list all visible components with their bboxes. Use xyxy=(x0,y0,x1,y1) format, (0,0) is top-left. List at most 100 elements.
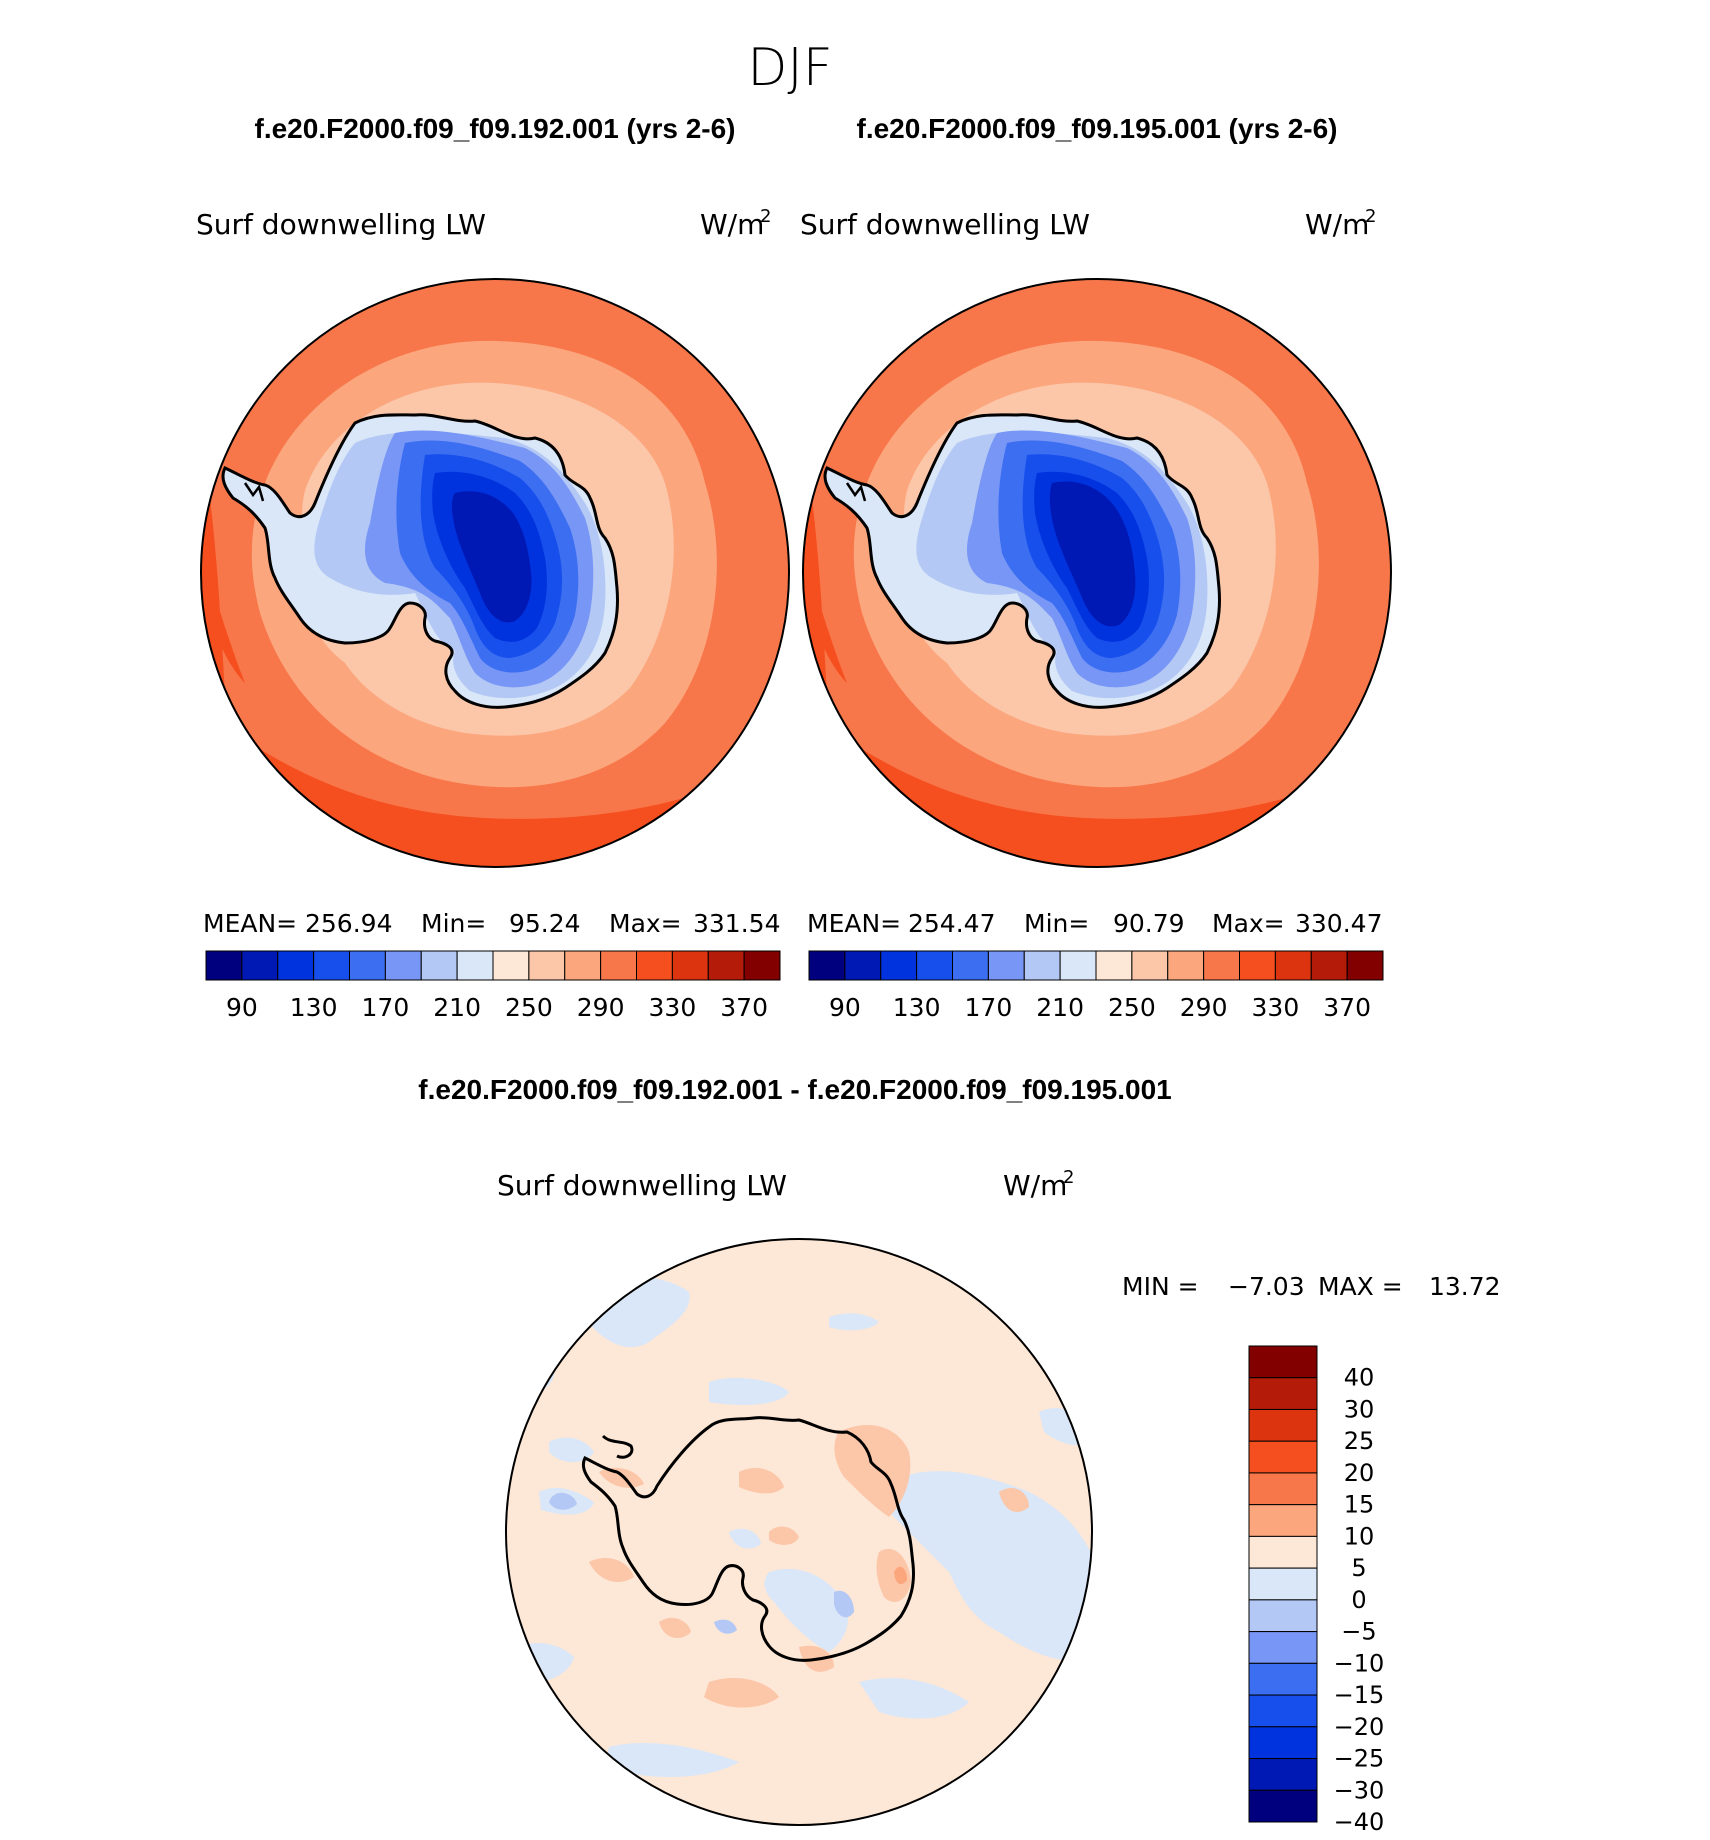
colorbar-swatch xyxy=(1248,1472,1318,1506)
left-units-base: W/m xyxy=(700,208,764,241)
diff-neg-patch xyxy=(604,1742,739,1778)
colorbar-swatch xyxy=(1310,950,1348,981)
right-min-value: 90.79 xyxy=(1113,909,1185,938)
diff-min-value: −7.03 xyxy=(1228,1272,1305,1301)
diff-map-border xyxy=(505,1238,1093,1826)
colorbar-tick-label: 90 xyxy=(226,993,258,1022)
colorbar-swatch xyxy=(1248,1726,1318,1760)
colorbar-swatch xyxy=(671,950,709,981)
colorbar-tick-label: 10 xyxy=(1344,1522,1375,1550)
right-band-warm-west xyxy=(803,413,847,693)
colorbar-swatch xyxy=(1095,950,1133,981)
colorbar-swatch xyxy=(313,950,350,981)
colorbar-swatch xyxy=(880,950,918,981)
colorbar-swatch xyxy=(349,950,386,981)
right-min-label: Min= xyxy=(1024,909,1089,938)
colorbar-tick-label: −20 xyxy=(1334,1713,1385,1741)
colorbar-tick-label: 290 xyxy=(1180,993,1228,1022)
right-mean-label: MEAN= xyxy=(807,909,901,938)
colorbar-swatch xyxy=(952,950,989,981)
left-map xyxy=(201,279,789,867)
colorbar-tick-label: −5 xyxy=(1341,1618,1376,1646)
colorbar-swatch xyxy=(1248,1345,1318,1379)
diff-pos-patch xyxy=(834,1424,911,1517)
diff-variable-label: Surf downwelling LW xyxy=(497,1169,787,1202)
colorbar-tick-label: 5 xyxy=(1351,1554,1366,1582)
diff-pos-patch xyxy=(659,1617,691,1638)
colorbar-tick-label: 290 xyxy=(577,993,625,1022)
right-map-border xyxy=(802,278,1392,868)
colorbar-swatch xyxy=(1023,950,1061,981)
diff-pos-patch xyxy=(589,1557,634,1582)
right-colorbar: 90 130 170 210 250 290 330 370 xyxy=(808,950,1384,1022)
diff-map xyxy=(463,1239,1092,1825)
left-peninsula-islands xyxy=(243,482,265,502)
diff-case-title: f.e20.F2000.f09_f09.192.001 - f.e20.F200… xyxy=(418,1074,1171,1105)
colorbar-swatch xyxy=(528,950,566,981)
colorbar-tick-label: 25 xyxy=(1344,1427,1375,1455)
colorbar-swatch xyxy=(1248,1599,1318,1633)
colorbar-swatch xyxy=(600,950,637,981)
diff-island xyxy=(463,1472,467,1477)
diff-min-label: MIN = xyxy=(1122,1272,1199,1301)
colorbar-swatch xyxy=(707,950,745,981)
colorbar-swatch xyxy=(743,950,781,981)
colorbar-swatch xyxy=(844,950,882,981)
colorbar-tick-label: 30 xyxy=(1344,1395,1375,1423)
right-variable-label: Surf downwelling LW xyxy=(800,208,1090,241)
right-stats: MEAN= 254.47 Min= 90.79 Max= 330.47 xyxy=(807,909,1382,938)
colorbar-tick-label: 170 xyxy=(362,993,410,1022)
colorbar-swatch xyxy=(1239,950,1276,981)
diff-pos10-patch xyxy=(894,1566,907,1585)
right-peninsula-islands xyxy=(845,482,867,502)
colorbar-swatch xyxy=(384,950,422,981)
left-map-border xyxy=(200,278,790,868)
diff-neg-patch xyxy=(829,1313,879,1331)
diff-pos-patch xyxy=(769,1526,799,1545)
left-units-label: W/m 2 xyxy=(700,206,771,241)
right-units-base: W/m xyxy=(1305,208,1369,241)
right-level-110 xyxy=(1049,481,1136,627)
diff-neg-patch xyxy=(709,1377,789,1405)
diff-neg-patch xyxy=(889,1471,1092,1661)
right-map xyxy=(803,279,1391,867)
right-max-value: 330.47 xyxy=(1295,909,1382,938)
colorbar-swatch xyxy=(241,950,279,981)
colorbar-tick-label: 40 xyxy=(1344,1364,1375,1392)
colorbar-swatch xyxy=(1248,1662,1318,1696)
colorbar-swatch xyxy=(564,950,602,981)
left-band-warm-west xyxy=(201,413,245,693)
diff-minmax: MIN = −7.03 MAX = 13.72 xyxy=(1122,1272,1501,1301)
diff-units-base: W/m xyxy=(1003,1169,1067,1202)
colorbar-swatch xyxy=(1131,950,1169,981)
right-case-title: f.e20.F2000.f09_f09.195.001 (yrs 2-6) xyxy=(857,113,1338,144)
right-units-label: W/m 2 xyxy=(1305,206,1376,241)
left-variable-label: Surf downwelling LW xyxy=(196,208,486,241)
colorbar-tick-label: 170 xyxy=(965,993,1013,1022)
diff-pos-patch xyxy=(599,1467,644,1488)
colorbar-swatch xyxy=(916,950,953,981)
left-case-title: f.e20.F2000.f09_f09.192.001 (yrs 2-6) xyxy=(255,113,736,144)
colorbar-swatch xyxy=(1248,1567,1318,1601)
colorbar-tick-label: 210 xyxy=(1036,993,1084,1022)
colorbar-swatch xyxy=(1248,1504,1318,1537)
left-mean-value: 256.94 xyxy=(305,909,392,938)
left-stats: MEAN= 256.94 Min= 95.24 Max= 331.54 xyxy=(203,909,780,938)
diff-neg5-patch xyxy=(549,1492,577,1510)
diff-units-label: W/m 2 xyxy=(1003,1167,1074,1202)
colorbar-swatch xyxy=(1248,1535,1318,1569)
diff-neg-patch xyxy=(859,1678,969,1719)
colorbar-swatch xyxy=(420,950,458,981)
colorbar-tick-label: −25 xyxy=(1334,1745,1385,1773)
colorbar-swatch xyxy=(1248,1408,1318,1442)
diff-neg5-patch xyxy=(714,1619,737,1634)
colorbar-swatch xyxy=(1346,950,1384,981)
colorbar-swatch xyxy=(277,950,315,981)
colorbar-tick-label: 250 xyxy=(1108,993,1156,1022)
colorbar-tick-label: 0 xyxy=(1351,1586,1366,1614)
left-colorbar: 90 130 170 210 250 290 330 370 xyxy=(205,950,781,1022)
colorbar-tick-label: 370 xyxy=(1323,993,1371,1022)
colorbar-tick-label: 130 xyxy=(893,993,941,1022)
left-max-value: 331.54 xyxy=(693,909,780,938)
